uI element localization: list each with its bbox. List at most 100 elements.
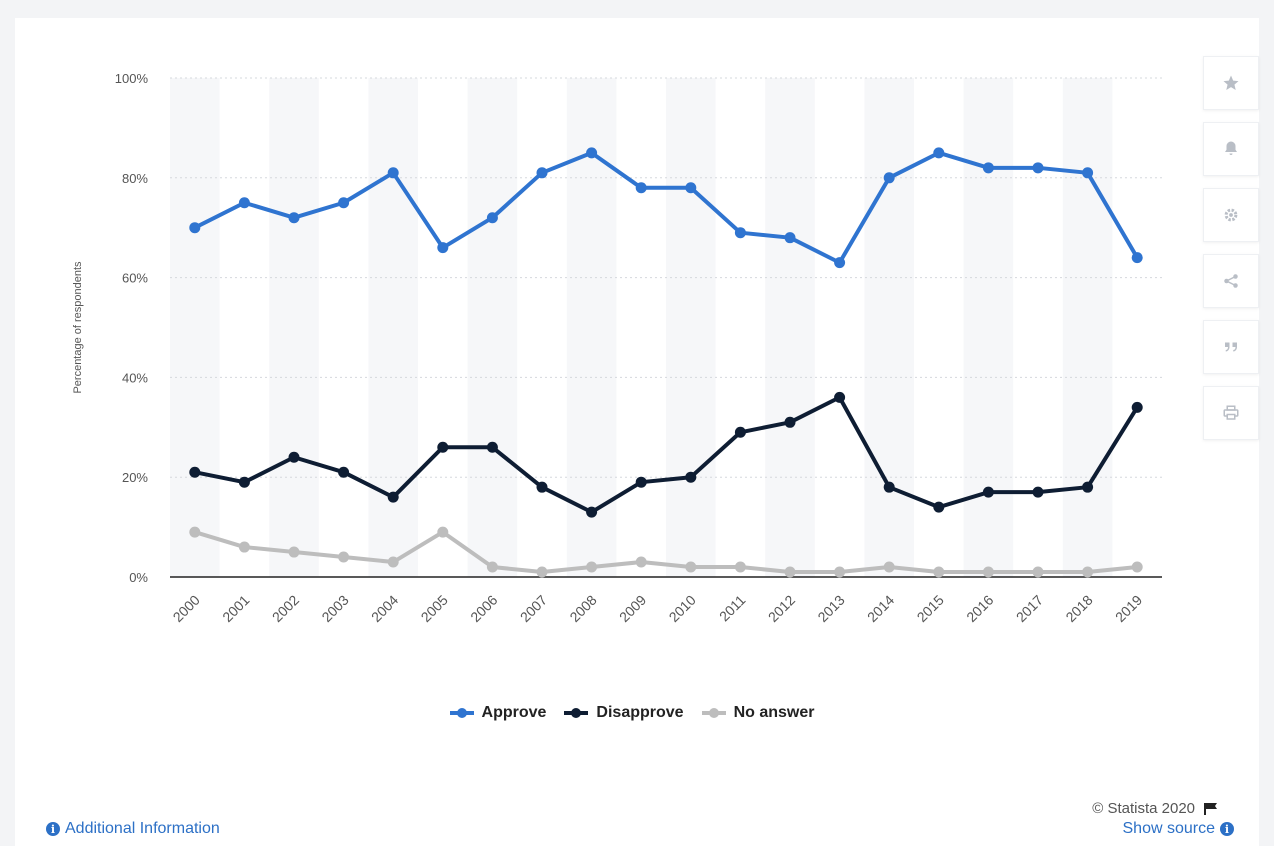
y-axis-title: Percentage of respondents [72, 261, 84, 394]
column-band [467, 78, 518, 577]
data-point-approve[interactable] [685, 182, 697, 194]
data-point-approve[interactable] [238, 197, 250, 209]
data-point-disapprove[interactable] [536, 481, 548, 493]
data-point-approve[interactable] [586, 147, 598, 159]
data-point-approve[interactable] [982, 162, 994, 174]
settings-button[interactable] [1203, 188, 1259, 242]
additional-information-link[interactable]: i Additional Information [46, 820, 220, 838]
data-point-approve[interactable] [437, 242, 449, 254]
chart-legend: Approve Disapprove No answer [15, 704, 1247, 722]
data-point-approve[interactable] [486, 212, 498, 224]
show-source-link[interactable]: Show source i [1122, 820, 1234, 838]
favorite-button[interactable] [1203, 56, 1259, 110]
data-point-approve[interactable] [387, 167, 399, 179]
data-point-disapprove[interactable] [834, 391, 846, 403]
legend-item-disapprove[interactable]: Disapprove [562, 704, 684, 722]
x-tick-label: 2003 [318, 592, 351, 625]
data-point-no-answer[interactable] [586, 561, 598, 573]
data-point-approve[interactable] [189, 222, 201, 234]
data-point-approve[interactable] [1082, 167, 1094, 179]
data-point-approve[interactable] [288, 212, 300, 224]
data-point-disapprove[interactable] [238, 476, 250, 488]
data-point-approve[interactable] [635, 182, 647, 194]
legend-label-no-answer: No answer [733, 704, 815, 721]
data-point-no-answer[interactable] [1082, 566, 1094, 578]
data-point-no-answer[interactable] [238, 541, 250, 553]
data-point-disapprove[interactable] [338, 466, 350, 478]
data-point-disapprove[interactable] [1131, 401, 1143, 413]
data-point-no-answer[interactable] [982, 566, 994, 578]
x-tick-label: 2005 [418, 592, 451, 625]
data-point-disapprove[interactable] [635, 476, 647, 488]
data-point-no-answer[interactable] [883, 561, 895, 573]
data-point-no-answer[interactable] [933, 566, 945, 578]
show-source-label: Show source [1122, 820, 1216, 837]
data-point-disapprove[interactable] [734, 426, 746, 438]
y-tick-label: 40% [122, 370, 148, 385]
data-point-no-answer[interactable] [288, 546, 300, 558]
data-point-disapprove[interactable] [189, 466, 201, 478]
column-band [666, 78, 716, 577]
x-tick-label: 2010 [666, 592, 699, 625]
notification-button[interactable] [1203, 122, 1259, 176]
data-point-no-answer[interactable] [536, 566, 548, 578]
data-point-disapprove[interactable] [1032, 486, 1044, 498]
data-point-approve[interactable] [883, 172, 895, 184]
column-band [963, 78, 1014, 577]
data-point-disapprove[interactable] [387, 491, 399, 503]
data-point-disapprove[interactable] [883, 481, 895, 493]
data-point-approve[interactable] [834, 257, 846, 269]
data-point-disapprove[interactable] [933, 501, 945, 513]
data-point-disapprove[interactable] [437, 441, 449, 453]
data-point-no-answer[interactable] [1032, 566, 1044, 578]
column-band [864, 78, 914, 577]
data-point-no-answer[interactable] [486, 561, 498, 573]
data-point-no-answer[interactable] [387, 556, 399, 568]
legend-marker-approve [449, 708, 474, 718]
legend-item-approve[interactable]: Approve [448, 704, 546, 722]
x-tick-label: 2018 [1062, 592, 1095, 625]
data-point-no-answer[interactable] [338, 551, 350, 563]
data-point-no-answer[interactable] [189, 526, 201, 538]
x-tick-label: 2013 [814, 592, 847, 625]
data-point-disapprove[interactable] [288, 451, 300, 463]
data-point-disapprove[interactable] [486, 441, 498, 453]
share-button[interactable] [1203, 254, 1259, 308]
data-point-approve[interactable] [933, 147, 945, 159]
y-tick-label: 100% [115, 71, 149, 86]
data-point-no-answer[interactable] [734, 561, 746, 573]
additional-information-label: Additional Information [65, 820, 220, 837]
print-button[interactable] [1203, 386, 1259, 440]
x-tick-label: 2006 [467, 592, 500, 625]
data-point-disapprove[interactable] [586, 506, 598, 518]
data-point-no-answer[interactable] [437, 526, 449, 538]
data-point-disapprove[interactable] [982, 486, 994, 498]
data-point-approve[interactable] [536, 167, 548, 179]
x-tick-label: 2007 [517, 592, 550, 625]
data-point-approve[interactable] [338, 197, 350, 209]
data-point-no-answer[interactable] [635, 556, 647, 568]
data-point-no-answer[interactable] [1131, 561, 1143, 573]
statista-credits[interactable]: © Statista 2020 [1092, 800, 1219, 817]
data-point-no-answer[interactable] [784, 566, 796, 578]
column-band [765, 78, 815, 577]
data-point-disapprove[interactable] [784, 416, 796, 428]
legend-item-no-answer[interactable]: No answer [700, 704, 815, 722]
data-point-disapprove[interactable] [1082, 481, 1094, 493]
data-point-approve[interactable] [734, 227, 746, 239]
bell-icon [1225, 141, 1237, 155]
x-tick-label: 2019 [1112, 592, 1145, 625]
data-point-approve[interactable] [1131, 252, 1143, 264]
data-point-disapprove[interactable] [685, 471, 697, 483]
column-band [170, 78, 220, 577]
y-tick-label: 60% [122, 271, 148, 286]
data-point-no-answer[interactable] [685, 561, 697, 573]
x-tick-label: 2000 [170, 592, 203, 625]
data-point-approve[interactable] [784, 232, 796, 244]
cite-button[interactable] [1203, 320, 1259, 374]
data-point-no-answer[interactable] [834, 566, 846, 578]
legend-marker-disapprove [564, 708, 589, 718]
info-icon: i [46, 822, 60, 836]
data-point-approve[interactable] [1032, 162, 1044, 174]
column-band [1062, 78, 1113, 577]
